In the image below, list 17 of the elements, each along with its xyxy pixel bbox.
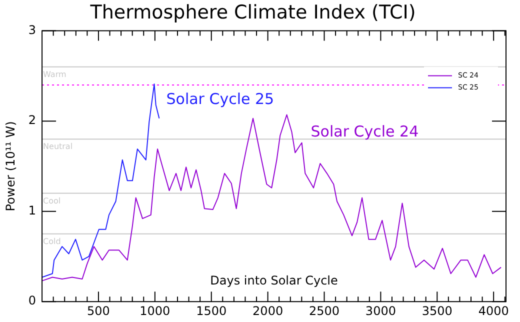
- y-tick-label: 2: [28, 113, 36, 128]
- chart-title: Thermosphere Climate Index (TCI): [89, 1, 416, 24]
- annotation: Solar Cycle 24: [310, 122, 419, 141]
- x-tick-label: 4000: [478, 304, 509, 318]
- x-axis-title: Days into Solar Cycle: [210, 274, 338, 288]
- y-tick-label: 1: [28, 203, 36, 218]
- x-tick-label: 3500: [422, 304, 452, 318]
- annotation: Solar Cycle 25: [166, 90, 274, 108]
- y-tick-label: 3: [28, 22, 36, 37]
- x-tick-label: 2000: [252, 304, 284, 318]
- x-tick-label: 1000: [140, 304, 170, 318]
- x-tick-label: 1500: [196, 304, 227, 318]
- y-axis-title: Power (10¹¹ W): [3, 121, 18, 212]
- y-tick-label: 0: [28, 294, 36, 308]
- x-tick-label: 500: [87, 304, 110, 318]
- x-tick-label: 2500: [308, 304, 340, 318]
- x-tick-label: 3000: [365, 304, 396, 318]
